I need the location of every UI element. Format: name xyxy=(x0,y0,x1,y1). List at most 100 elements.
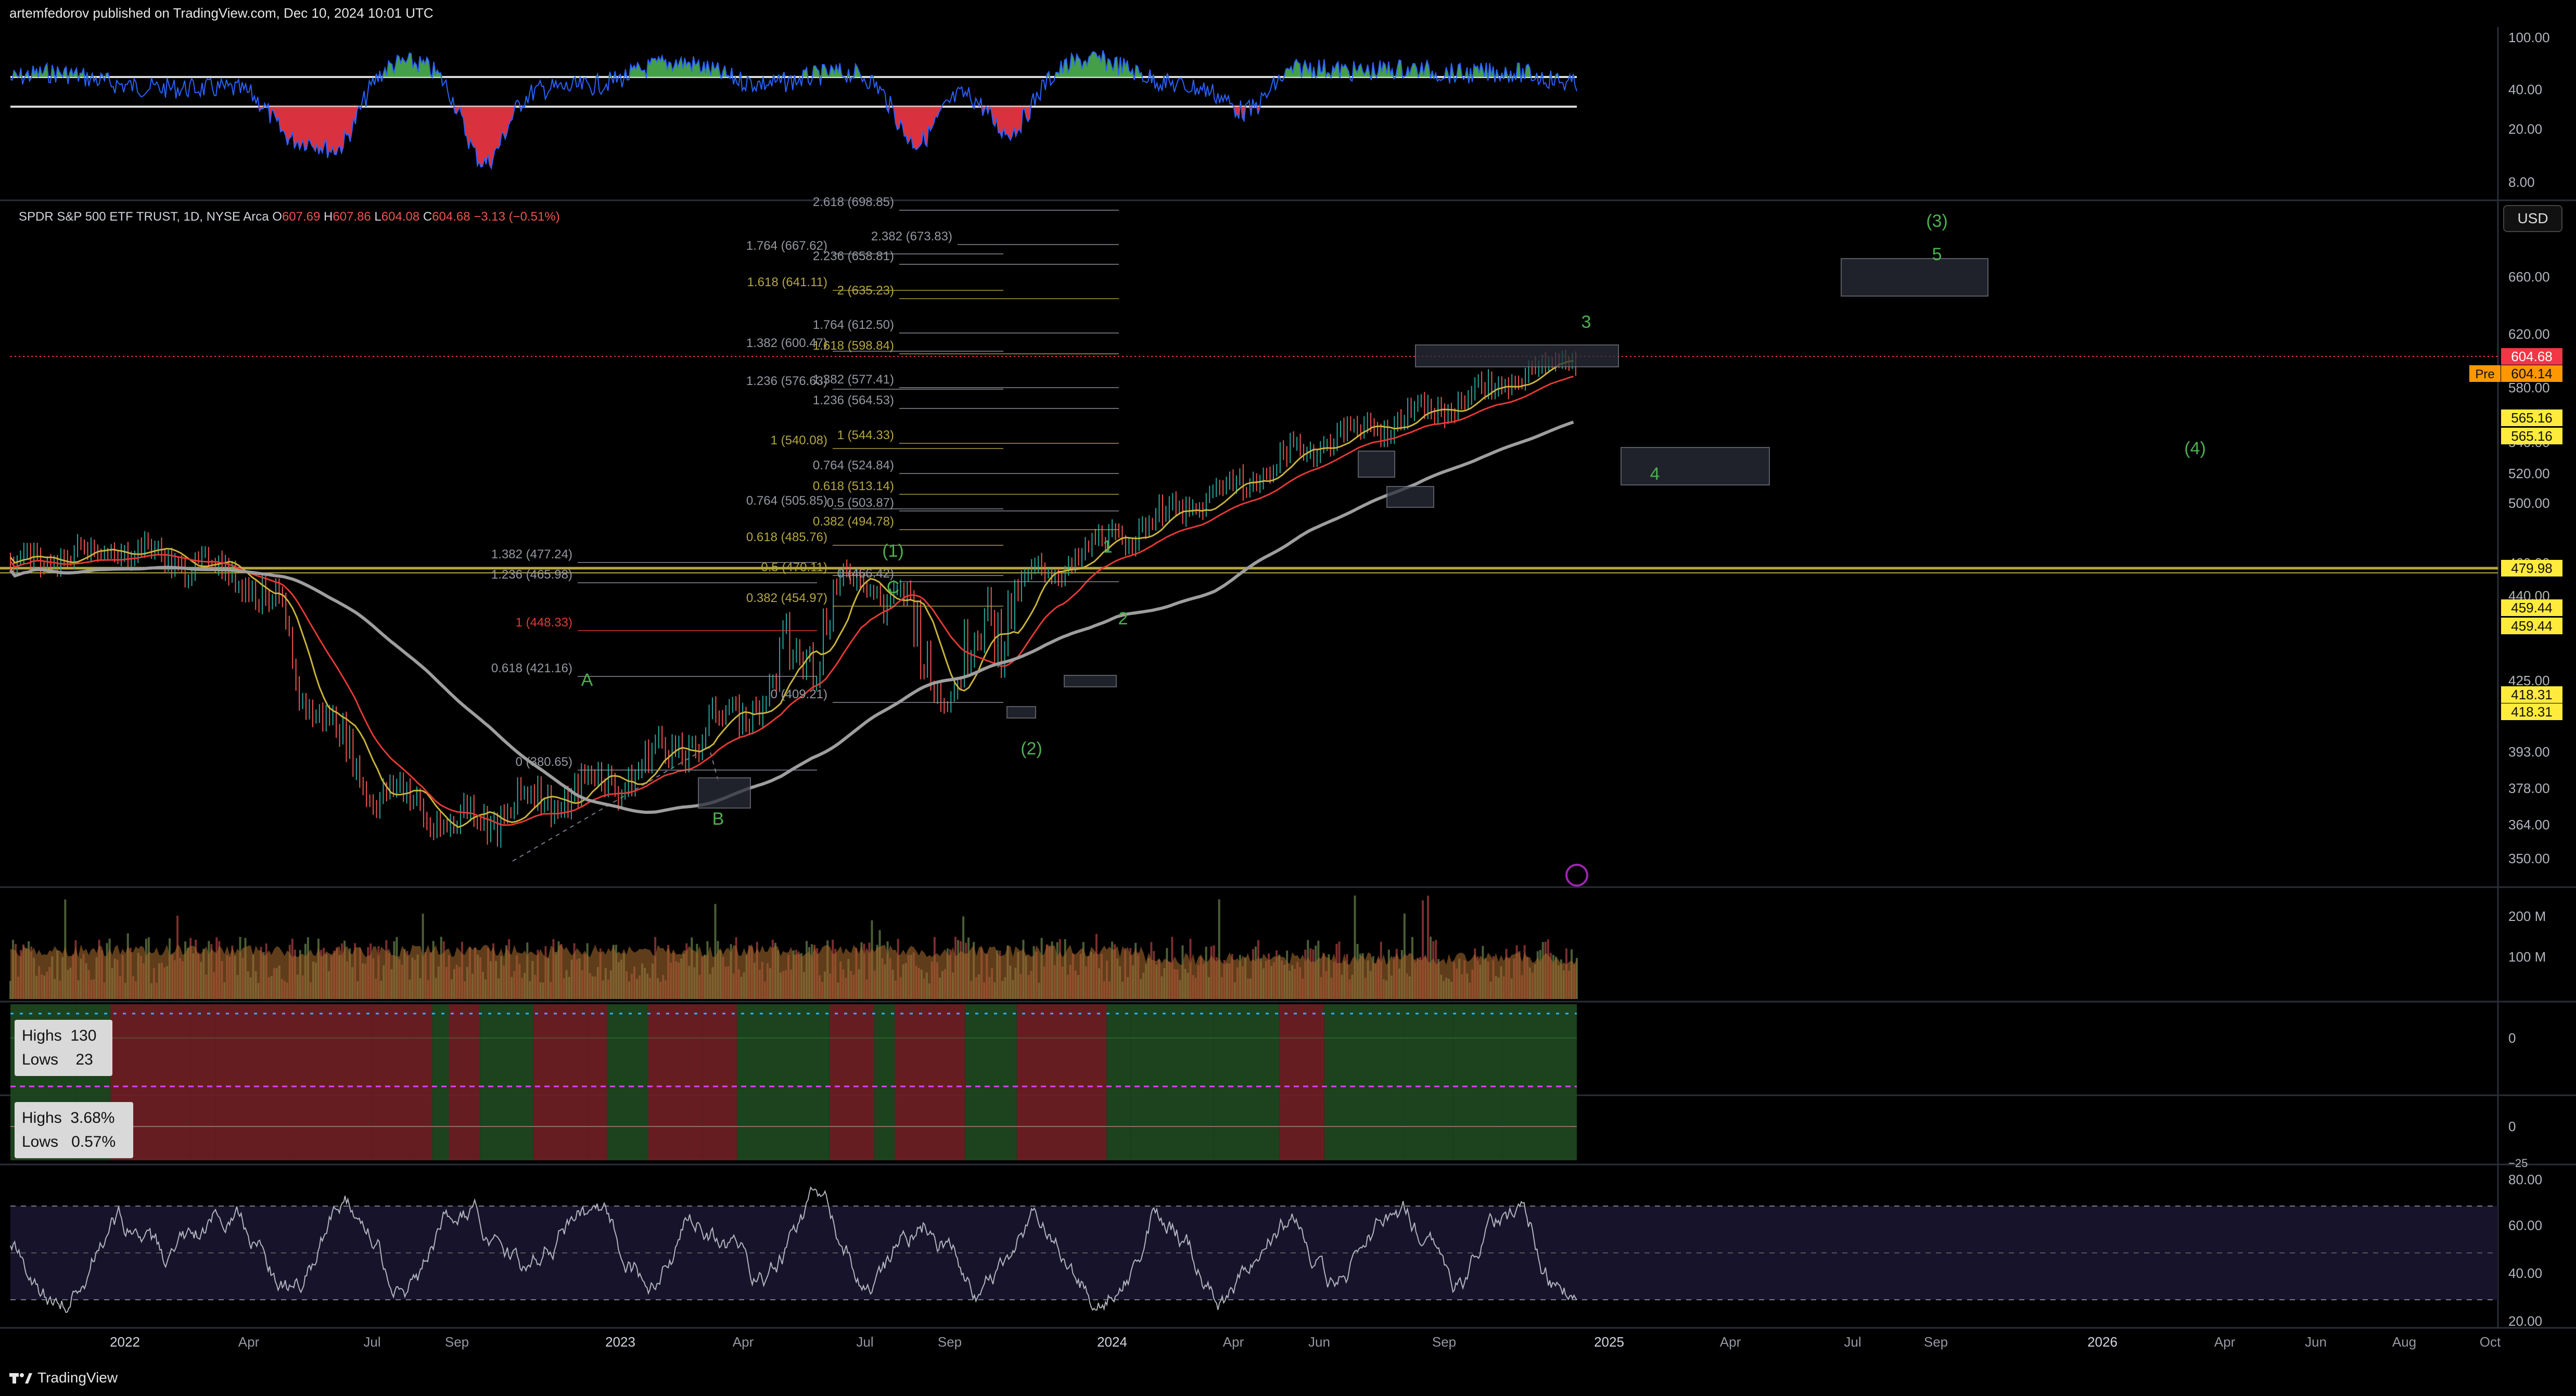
fib-level-label: 1.764 (667.62) xyxy=(746,239,827,253)
x-tick-label: Sep xyxy=(938,1334,962,1350)
lows-value: 0.57% xyxy=(71,1133,116,1150)
x-tick-label: Jul xyxy=(856,1334,873,1350)
close-label: C xyxy=(419,210,432,224)
breadth-segment xyxy=(533,1004,588,1160)
fib-level-label: 2.382 (673.83) xyxy=(871,229,952,244)
fib-level-label: 1.382 (600.47) xyxy=(746,336,827,350)
price-y-tick: 520.00 xyxy=(2508,466,2550,481)
pre-tag-label: Pre xyxy=(2475,367,2494,381)
breadth-segment xyxy=(1258,1004,1280,1160)
breadth-segment xyxy=(703,1004,737,1160)
wave-label: B xyxy=(712,809,724,829)
fib-level-label: 0 (409.21) xyxy=(771,687,827,701)
pre-tag-box xyxy=(2469,365,2501,382)
wave-label: 1 xyxy=(1103,537,1113,557)
x-tick-label: Oct xyxy=(2480,1334,2501,1350)
fib-level-label: 0.618 (421.16) xyxy=(491,661,572,675)
wave-label: 4 xyxy=(1650,464,1660,484)
x-tick-label: 2024 xyxy=(1097,1334,1127,1350)
breadth-segment xyxy=(1214,1004,1258,1160)
target-zone xyxy=(1841,258,1988,297)
x-tick-label: 2026 xyxy=(2087,1334,2118,1350)
breadth1-y-tick: 0 xyxy=(2508,1030,2516,1046)
wave-label: (1) xyxy=(882,541,904,561)
volume-y-tick: 100 M xyxy=(2508,949,2546,965)
volume-ma-area xyxy=(10,944,1577,999)
lows-value: 23 xyxy=(75,1051,93,1068)
fib-level-label: 1 (544.33) xyxy=(837,428,894,442)
fib-level-label: 1.236 (465.98) xyxy=(491,568,572,582)
x-tick-label: Apr xyxy=(733,1334,754,1350)
price-y-tick: 580.00 xyxy=(2508,380,2550,395)
fib-level-label: 0.764 (505.85) xyxy=(746,494,827,508)
published-header: artemfedorov published on TradingView.co… xyxy=(9,5,433,21)
fib-level-label: 0.5 (503.87) xyxy=(827,496,894,510)
price-y-tick: 425.00 xyxy=(2508,673,2550,688)
rsi-y-tick: 20.00 xyxy=(2508,1313,2542,1329)
breadth2-y-tick: −25 xyxy=(2508,1157,2528,1170)
breadth-segment xyxy=(830,1004,874,1160)
sma-long xyxy=(9,420,1574,814)
breadth-segment xyxy=(215,1004,291,1160)
breadth-segment xyxy=(648,1004,703,1160)
fib-level-label: 1.236 (564.53) xyxy=(813,393,894,407)
x-tick-label: Jun xyxy=(2305,1334,2327,1350)
wave-label: C xyxy=(887,578,900,597)
price-tag-box xyxy=(2501,365,2562,382)
price-y-tick: 364.00 xyxy=(2508,817,2550,833)
high-label: H xyxy=(320,210,333,224)
price-tag-box xyxy=(2501,428,2562,444)
breadth-segment xyxy=(1403,1004,1453,1160)
osc-overbought-fill xyxy=(10,50,1577,77)
price-tag-box xyxy=(2501,409,2562,426)
fib-level-label: 1.382 (477.24) xyxy=(491,547,572,561)
tradingview-logo[interactable]: TradingView xyxy=(9,1369,118,1386)
breadth-segment xyxy=(480,1004,534,1160)
breadth-segment xyxy=(449,1004,480,1160)
breadth-segment xyxy=(190,1004,216,1160)
x-tick-label: 2023 xyxy=(605,1334,635,1350)
fib-level-label: 0.618 (513.14) xyxy=(813,479,894,493)
breadth-segment xyxy=(736,1004,830,1160)
price-tag-box xyxy=(2501,348,2562,365)
x-tick-label: 2025 xyxy=(1594,1334,1624,1350)
x-tick-label: Apr xyxy=(238,1334,260,1350)
breadth-segment xyxy=(1502,1004,1516,1160)
osc-y-tick: 100.00 xyxy=(2508,30,2550,45)
change-value: −3.13 (−0.51%) xyxy=(470,210,560,224)
highs-value: 130 xyxy=(70,1027,97,1044)
high-value: 607.86 xyxy=(333,210,371,224)
x-tick-label: Jul xyxy=(363,1334,380,1350)
fib-level-label: 1.236 (576.63) xyxy=(746,374,827,388)
currency-button[interactable]: USD xyxy=(2503,205,2562,232)
target-zone xyxy=(1386,486,1434,508)
rsi-line xyxy=(10,1186,1577,1313)
breadth-segment xyxy=(895,1004,965,1160)
breadth-segment xyxy=(965,1004,1017,1160)
fib-level-label: 0 (466.42) xyxy=(837,567,894,581)
x-tick-label: Apr xyxy=(1223,1334,1244,1350)
breadth-segment xyxy=(588,1004,607,1160)
price-y-tick: 378.00 xyxy=(2508,780,2550,796)
price-tag-label: 479.98 xyxy=(2511,560,2553,576)
wave-label: 2 xyxy=(1118,609,1128,629)
price-tag-label: 565.16 xyxy=(2511,410,2553,426)
low-label: L xyxy=(371,210,381,224)
highs-label: Highs xyxy=(22,1109,62,1126)
target-zone xyxy=(1064,675,1117,687)
breadth-legend-2: Highs 3.68% Lows 0.57% xyxy=(15,1102,133,1158)
x-tick-label: Aug xyxy=(2392,1334,2416,1350)
rsi-y-tick: 40.00 xyxy=(2508,1265,2542,1281)
rsi-y-tick: 60.00 xyxy=(2508,1218,2542,1233)
rsi-y-tick: 80.00 xyxy=(2508,1172,2542,1187)
x-tick-label: 2022 xyxy=(110,1334,140,1350)
price-tag-box xyxy=(2501,686,2562,703)
fib-level-label: 1 (448.33) xyxy=(516,616,572,630)
x-tick-label: Sep xyxy=(445,1334,469,1350)
price-tag-label: 604.68 xyxy=(2511,349,2553,364)
breadth-segment xyxy=(1324,1004,1404,1160)
lows-label: Lows xyxy=(22,1051,59,1068)
osc-line xyxy=(10,50,1577,170)
breadth-legend-1: Highs 130 Lows 23 xyxy=(15,1020,112,1076)
